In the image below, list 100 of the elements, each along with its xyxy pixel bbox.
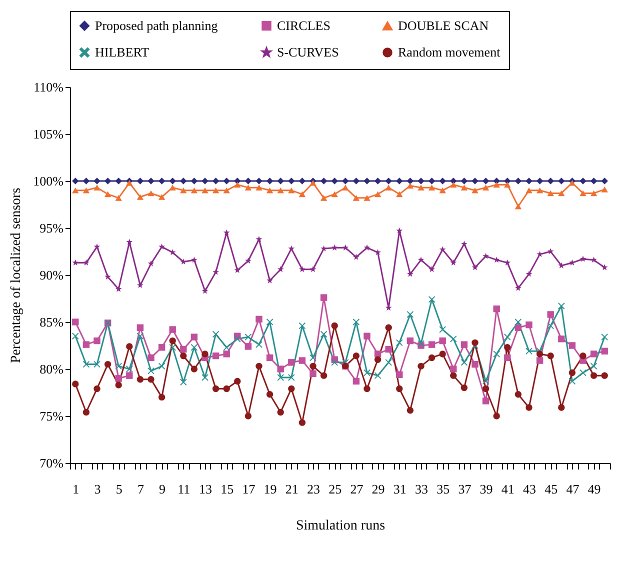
point [115, 286, 122, 292]
point [244, 343, 252, 350]
point [288, 187, 295, 194]
point [148, 260, 154, 266]
point [256, 184, 262, 190]
point [72, 380, 79, 388]
point [266, 354, 274, 362]
point [320, 195, 328, 201]
point [536, 357, 544, 364]
point [234, 336, 241, 342]
point [504, 334, 511, 340]
point [83, 259, 90, 266]
point [158, 178, 166, 184]
point [601, 186, 608, 192]
point [428, 178, 436, 184]
point [288, 385, 295, 392]
point [472, 178, 478, 184]
point [439, 246, 446, 252]
point [439, 326, 446, 333]
point [514, 178, 522, 184]
x-tick-label: 29 [372, 482, 385, 496]
point [418, 184, 424, 190]
point [568, 378, 576, 385]
point [126, 238, 133, 245]
point [202, 350, 208, 358]
y-tick-label: 80% [40, 362, 64, 376]
point [148, 376, 154, 383]
point [526, 321, 532, 328]
point [590, 178, 598, 184]
point [191, 256, 198, 263]
point [460, 184, 468, 190]
x-tick-label: 9 [159, 482, 166, 496]
point [364, 385, 370, 392]
point [277, 266, 284, 272]
point [320, 245, 327, 252]
point [180, 178, 187, 184]
point [82, 341, 90, 348]
point [137, 282, 144, 288]
y-tick-label: 105% [33, 126, 64, 142]
point [364, 178, 370, 184]
point [180, 187, 187, 194]
point [342, 178, 349, 184]
point [374, 191, 382, 198]
point [299, 266, 306, 272]
legend-label: Random movement [398, 44, 501, 60]
point [212, 352, 220, 360]
point [202, 374, 208, 381]
point [514, 391, 522, 398]
point [136, 332, 144, 340]
point [568, 369, 576, 376]
point [450, 336, 457, 342]
point [202, 288, 208, 294]
point [406, 178, 414, 184]
point [234, 182, 241, 188]
y-tick-label: 95% [40, 220, 64, 236]
point [558, 336, 565, 342]
legend-label: Proposed path planning [95, 18, 218, 33]
x-tick-label: 21 [285, 482, 298, 496]
point [526, 348, 532, 354]
x-tick-label: 5 [116, 482, 122, 496]
point [331, 178, 338, 184]
point [310, 362, 316, 370]
point [504, 259, 511, 266]
x-tick-label: 1 [72, 482, 80, 496]
point [428, 296, 436, 303]
point [72, 318, 79, 326]
point [320, 294, 328, 301]
point [126, 366, 133, 372]
point [244, 184, 252, 190]
point [450, 366, 457, 372]
point [266, 277, 273, 284]
point [536, 350, 544, 358]
point [601, 334, 608, 340]
point [450, 259, 457, 266]
point [169, 249, 176, 256]
point [460, 359, 468, 366]
point [472, 360, 478, 368]
point [418, 178, 424, 184]
point [558, 404, 565, 411]
point [223, 187, 230, 194]
point [352, 378, 360, 385]
point [223, 385, 230, 392]
point [212, 268, 219, 275]
point [256, 341, 262, 348]
point [396, 178, 403, 184]
point [180, 346, 187, 353]
point [482, 398, 490, 404]
point [169, 184, 176, 190]
point [104, 178, 112, 184]
point [180, 258, 187, 265]
point [331, 359, 338, 366]
point [558, 190, 565, 196]
point [104, 274, 111, 280]
point [590, 362, 598, 370]
point [136, 376, 144, 383]
point [169, 337, 176, 344]
point [72, 187, 79, 194]
point [148, 178, 154, 184]
point [298, 357, 306, 364]
point [406, 182, 414, 189]
